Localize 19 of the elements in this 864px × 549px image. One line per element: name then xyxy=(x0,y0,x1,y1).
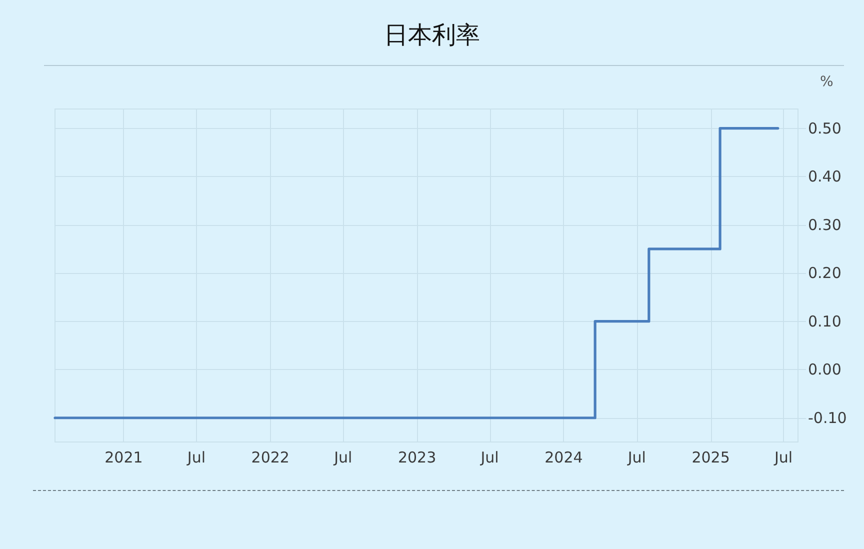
y-tick-label: -0.10 xyxy=(808,408,847,427)
x-tick-label: Jul xyxy=(333,448,352,466)
x-tick-label: Jul xyxy=(480,448,499,466)
x-tick-label: 2024 xyxy=(544,448,583,466)
x-tick-label: 2022 xyxy=(251,448,290,466)
y-tick-label: 0.00 xyxy=(808,360,842,379)
y-axis-title: % xyxy=(820,74,834,90)
y-tick-label: 0.30 xyxy=(808,216,842,234)
y-tick-label: 0.40 xyxy=(808,168,842,186)
x-tick-label: Jul xyxy=(626,448,646,466)
y-tick-label: 0.10 xyxy=(808,312,842,330)
chart-title: 日本利率 xyxy=(384,21,480,49)
x-tick-label: 2021 xyxy=(104,448,143,466)
x-tick-label: Jul xyxy=(186,448,206,466)
y-tick-label: 0.50 xyxy=(808,119,842,138)
y-tick-label: 0.20 xyxy=(808,264,842,282)
x-tick-label: 2025 xyxy=(692,448,730,466)
x-tick-label: 2023 xyxy=(398,448,436,466)
x-tick-label: Jul xyxy=(773,448,793,466)
